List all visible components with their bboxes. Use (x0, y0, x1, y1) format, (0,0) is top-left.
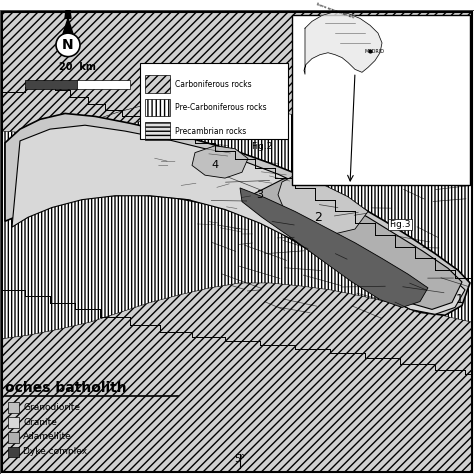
Text: 3: 3 (256, 190, 264, 200)
Polygon shape (278, 175, 368, 235)
Polygon shape (280, 11, 472, 133)
Polygon shape (2, 11, 472, 472)
Polygon shape (252, 178, 462, 310)
Bar (25, 80, 78, 89)
Text: 4: 4 (211, 160, 219, 170)
Polygon shape (12, 125, 465, 314)
Polygon shape (160, 11, 320, 48)
Bar (140, 63, 288, 139)
Polygon shape (2, 11, 180, 111)
Text: Fig.2: Fig.2 (251, 142, 273, 151)
Text: 20  km: 20 km (59, 62, 96, 73)
Text: N: N (62, 38, 74, 52)
Bar (78, 80, 130, 89)
Polygon shape (304, 11, 382, 74)
Text: Ibero armorican arc: Ibero armorican arc (315, 2, 355, 19)
Polygon shape (5, 113, 470, 315)
Bar (8, 402, 19, 413)
Polygon shape (65, 0, 71, 18)
Bar (8, 417, 19, 428)
Bar (145, 75, 170, 93)
Bar (8, 432, 19, 443)
Bar (145, 99, 170, 117)
Bar (8, 447, 19, 457)
Text: Granite: Granite (23, 418, 57, 427)
Circle shape (56, 33, 80, 56)
Bar (292, 16, 470, 185)
Text: 2: 2 (314, 211, 322, 224)
Polygon shape (0, 9, 474, 474)
Polygon shape (192, 146, 248, 178)
Bar (145, 122, 170, 140)
Text: Fig.3: Fig.3 (389, 220, 411, 229)
Text: 1: 1 (456, 292, 464, 306)
Polygon shape (61, 18, 75, 40)
Text: Precambrian rocks: Precambrian rocks (175, 127, 246, 136)
Polygon shape (2, 11, 472, 141)
Text: Pre-Carboniferous rocks: Pre-Carboniferous rocks (175, 103, 266, 112)
Text: Granodiorite: Granodiorite (23, 403, 80, 412)
Text: oches batholith: oches batholith (5, 381, 127, 395)
Polygon shape (240, 188, 428, 308)
Polygon shape (2, 11, 200, 139)
Text: Carboniferous rocks: Carboniferous rocks (175, 80, 252, 89)
Text: Dyke complex: Dyke complex (23, 447, 87, 456)
Text: 5°: 5° (235, 454, 246, 464)
Text: Adamellite: Adamellite (23, 432, 72, 441)
Text: MADRID: MADRID (365, 49, 385, 54)
Polygon shape (2, 283, 472, 472)
